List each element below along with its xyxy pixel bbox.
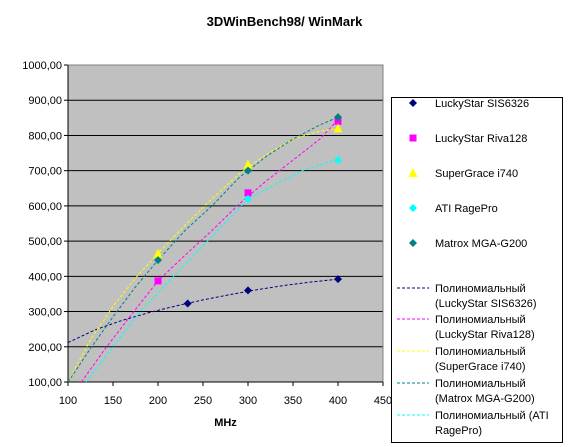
legend-label: LuckyStar SIS6326 — [435, 98, 529, 110]
x-axis-label: MHz — [214, 417, 237, 429]
x-tick-label: 150 — [104, 395, 122, 407]
legend-marker — [409, 204, 417, 212]
y-tick-label: 800,00 — [28, 130, 62, 142]
x-tick-label: 450 — [374, 395, 392, 407]
legend-label: Полиномиальный — [435, 378, 526, 390]
x-tick-label: 350 — [284, 395, 302, 407]
data-point — [333, 123, 343, 133]
legend-label: RagePro) — [435, 425, 482, 437]
legend-marker — [408, 168, 418, 177]
legend-label: Matrox MGA-G200 — [435, 238, 527, 250]
data-point — [154, 256, 162, 265]
legend-label: SuperGrace i740 — [435, 168, 518, 180]
data-point — [244, 194, 252, 203]
data-point — [243, 159, 253, 169]
data-point — [244, 286, 252, 295]
plot-area — [68, 65, 383, 382]
legend-label: Полиномиальный — [435, 314, 526, 326]
y-tick-label: 700,00 — [28, 166, 62, 178]
x-tick-label: 100 — [59, 395, 77, 407]
legend-label: LuckyStar Riva128 — [435, 133, 527, 145]
trendline — [81, 119, 339, 382]
data-point — [153, 248, 163, 258]
trendline — [68, 278, 339, 344]
x-tick-label: 300 — [239, 395, 257, 407]
x-tick-label: 400 — [329, 395, 347, 407]
legend-label: ATI RagePro — [435, 203, 498, 215]
legend-label: (Matrox MGA-G200) — [435, 393, 535, 405]
y-tick-label: 400,00 — [28, 271, 62, 283]
legend-label: Полиномиальный (ATI — [435, 410, 549, 422]
data-point — [244, 189, 252, 197]
y-tick-label: 200,00 — [28, 342, 62, 354]
y-tick-label: 1000,00 — [22, 60, 62, 72]
legend-label: (LuckyStar SIS6326) — [435, 298, 537, 310]
data-point — [244, 166, 252, 175]
legend-label: Полиномиальный — [435, 346, 526, 358]
trendline — [68, 127, 339, 382]
legend-box — [391, 97, 563, 443]
data-point — [183, 299, 192, 308]
trendline — [68, 116, 339, 382]
x-tick-label: 250 — [194, 395, 212, 407]
y-tick-label: 500,00 — [28, 236, 62, 248]
data-point — [334, 117, 342, 125]
legend-label: (SuperGrace i740) — [435, 361, 526, 373]
y-tick-label: 900,00 — [28, 95, 62, 107]
y-tick-label: 600,00 — [28, 201, 62, 213]
chart-title: 3DWinBench98/ WinMark — [206, 14, 363, 29]
legend-label: (LuckyStar Riva128) — [435, 329, 535, 341]
legend-label: Полиномиальный — [435, 283, 526, 295]
legend-marker — [409, 239, 417, 247]
data-point — [334, 156, 342, 165]
y-tick-label: 100,00 — [28, 377, 62, 389]
legend-marker — [409, 99, 417, 107]
legend-marker — [409, 134, 417, 142]
data-point — [334, 113, 342, 122]
data-point — [154, 277, 162, 285]
y-tick-label: 300,00 — [28, 307, 62, 319]
data-point — [334, 275, 342, 284]
x-tick-label: 200 — [149, 395, 167, 407]
trendline — [85, 159, 339, 382]
